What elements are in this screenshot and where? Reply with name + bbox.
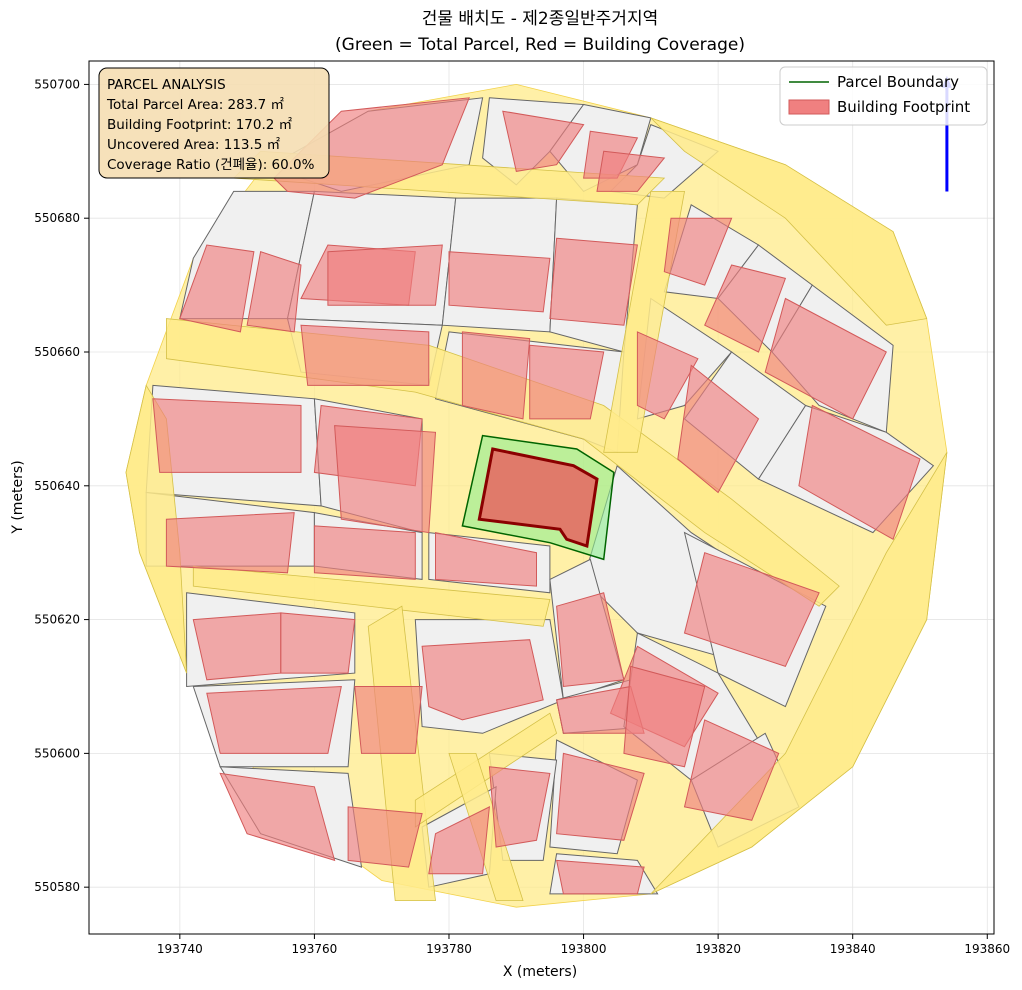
plot-frame bbox=[88, 60, 995, 935]
building-polygon bbox=[280, 612, 356, 674]
road-polygon bbox=[650, 117, 928, 326]
building-polygon bbox=[347, 806, 423, 868]
road-polygon bbox=[603, 190, 685, 453]
stats-box: PARCEL ANALYSIS Total Parcel Area: 283.7 … bbox=[98, 67, 330, 179]
y-tick-label: 550580 bbox=[34, 880, 80, 894]
building-polygon bbox=[663, 217, 733, 286]
building-polygon bbox=[683, 719, 780, 821]
building-polygon bbox=[683, 552, 820, 668]
y-axis-label: Y (meters) bbox=[10, 460, 26, 534]
building-polygon bbox=[448, 251, 551, 313]
x-tick-label: 193820 bbox=[695, 942, 741, 956]
building-polygon bbox=[502, 110, 585, 172]
building-polygon bbox=[704, 264, 787, 353]
y-tick-label: 550700 bbox=[34, 77, 80, 91]
plot-area: 193740 193760 193780 193800 193820 193840 1938… bbox=[34, 60, 1010, 956]
building-polygon bbox=[556, 592, 625, 688]
legend-label: Building Footprint bbox=[837, 98, 970, 116]
y-tick-label: 550680 bbox=[34, 211, 80, 225]
building-polygon bbox=[555, 859, 645, 895]
x-tick-label: 193860 bbox=[964, 942, 1010, 956]
building-polygon bbox=[421, 639, 544, 721]
x-tick-label: 193840 bbox=[830, 942, 876, 956]
building-polygon bbox=[636, 331, 699, 420]
y-tick-label: 550600 bbox=[34, 746, 80, 760]
building-polygon bbox=[206, 685, 342, 754]
building-polygon bbox=[313, 525, 416, 580]
x-tick-label: 193740 bbox=[157, 942, 203, 956]
building-polygon bbox=[764, 297, 887, 420]
stats-box-frame bbox=[98, 67, 330, 179]
building-polygon bbox=[165, 512, 295, 574]
building-polygon bbox=[549, 237, 638, 326]
target-building-polygon bbox=[477, 447, 599, 548]
legend-swatch-patch bbox=[788, 99, 830, 115]
stats-box-line: Building Footprint: 170.2 ㎡ bbox=[107, 117, 293, 133]
building-polygon bbox=[556, 752, 645, 841]
building-polygon bbox=[435, 531, 537, 587]
x-tick-label: 193800 bbox=[561, 942, 607, 956]
building-polygon bbox=[677, 364, 760, 494]
legend: Parcel Boundary Building Footprint bbox=[779, 66, 988, 126]
stats-box-heading: PARCEL ANALYSIS bbox=[107, 77, 226, 93]
building-polygon bbox=[529, 344, 605, 420]
stats-box-line: Coverage Ratio (건폐율): 60.0% bbox=[107, 157, 315, 173]
building-polygon bbox=[623, 665, 706, 768]
building-polygon bbox=[152, 398, 302, 473]
y-tick-label: 550620 bbox=[34, 613, 80, 627]
building-polygon bbox=[334, 425, 437, 534]
stats-box-line: Uncovered Area: 113.5 ㎡ bbox=[107, 137, 281, 153]
road-polygon bbox=[650, 452, 948, 895]
building-polygon bbox=[300, 324, 430, 386]
building-polygon bbox=[488, 766, 551, 848]
road-polygon bbox=[192, 565, 551, 627]
building-polygon bbox=[596, 150, 666, 192]
y-tick-label: 550640 bbox=[34, 479, 80, 493]
building-polygon bbox=[798, 404, 921, 541]
building-polygon bbox=[192, 612, 282, 681]
chart-title: 건물 배치도 - 제2종일반주거지역 bbox=[422, 9, 658, 29]
building-polygon bbox=[461, 331, 531, 420]
building-polygon bbox=[428, 806, 490, 875]
stats-box-line: Total Parcel Area: 283.7 ㎡ bbox=[106, 97, 284, 113]
chart-subtitle: (Green = Total Parcel, Red = Building Co… bbox=[335, 35, 745, 55]
building-polygon bbox=[219, 772, 336, 862]
building-polygon bbox=[179, 244, 255, 333]
building-polygon bbox=[354, 686, 423, 754]
legend-label: Parcel Boundary bbox=[837, 73, 959, 91]
x-tick-label: 193760 bbox=[292, 942, 338, 956]
x-tick-label: 193780 bbox=[426, 942, 472, 956]
building-polygon bbox=[327, 244, 443, 306]
x-axis-label: X (meters) bbox=[503, 964, 577, 980]
building-polygon bbox=[246, 251, 302, 333]
y-tick-label: 550660 bbox=[34, 345, 80, 359]
legend-frame bbox=[779, 66, 988, 126]
